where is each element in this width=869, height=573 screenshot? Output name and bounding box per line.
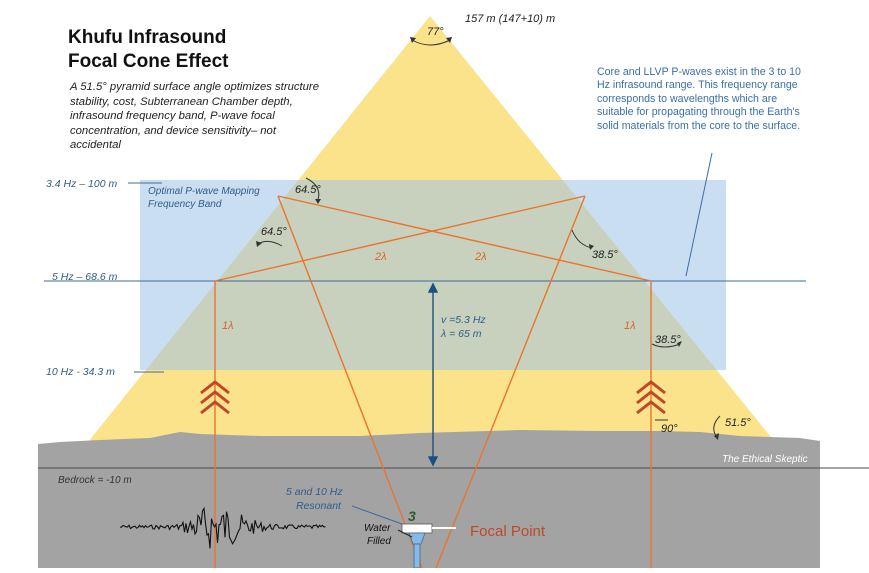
diagram-title: Khufu Infrasound Focal Cone Effect: [68, 26, 228, 74]
watermark: The Ethical Skeptic: [722, 454, 808, 465]
title-line1: Khufu Infrasound: [68, 27, 227, 48]
chamber-block: [401, 523, 433, 534]
well-shaft: [413, 543, 421, 569]
resonant-line1: 5 and 10 Hz: [286, 486, 343, 498]
angle-right-lower: 38.5°: [655, 334, 681, 346]
chamber-number: 3: [408, 508, 416, 524]
wavelength-axis: [427, 282, 439, 467]
two-lambda-left: 2λ: [374, 251, 387, 263]
ray-top-right-to-focal: [435, 195, 586, 569]
ground-surface: [38, 430, 820, 568]
angle-arrowheads: [256, 37, 719, 440]
band-label-line2: Frequency Band: [148, 199, 222, 210]
angle-right-upper: 38.5°: [592, 249, 618, 261]
arc-base-right: [713, 415, 721, 437]
ray-top-right-to-left-base: [214, 195, 586, 282]
seismogram-trace: [119, 506, 326, 549]
focal-point-label: Focal Point: [470, 523, 546, 540]
angle-apex: 77°: [427, 26, 444, 38]
one-lambda-right: 1λ: [624, 320, 636, 332]
water-well: [408, 532, 426, 545]
p-wave-rays: [214, 195, 652, 569]
angle-left-upper: 64.5°: [295, 184, 321, 196]
arc-left-upper: [305, 177, 320, 201]
bedrock-label: Bedrock = -10 m: [58, 475, 132, 486]
subterranean-chamber: [351, 505, 456, 569]
ray-top-left-to-right-base: [277, 195, 652, 282]
title-line2: Focal Cone Effect: [68, 51, 229, 72]
angle-right-angle: 90°: [661, 423, 678, 435]
height-label: 157 m (147+10) m: [465, 13, 555, 25]
chevron-arrows-right: [636, 380, 666, 415]
two-lambda-right: 2λ: [474, 251, 487, 263]
water-line1: Water: [364, 523, 391, 534]
angle-base-right: 51.5°: [725, 417, 751, 429]
label-5hz: 5 Hz – 68.6 m: [52, 271, 118, 283]
water-line2: Filled: [367, 536, 391, 547]
angle-left-lower: 64.5°: [261, 226, 287, 238]
arc-right-lower: [651, 343, 681, 348]
one-lambda-left: 1λ: [222, 320, 234, 332]
label-3-4hz: 3.4 Hz – 100 m: [46, 178, 117, 190]
band-label-line1: Optimal P-wave Mapping: [148, 186, 260, 197]
diagram-subtitle: A 51.5° pyramid surface angle optimizes …: [70, 81, 319, 152]
infrasound-note: Core and LLVP P-waves exist in the 3 to …: [597, 66, 801, 132]
note-leader-line: [685, 152, 713, 277]
arc-apex: [411, 39, 451, 46]
velocity-label: v =5.3 Hz: [441, 314, 486, 326]
ray-top-left-to-focal: [277, 195, 423, 569]
lambda-label: λ = 65 m: [440, 328, 482, 340]
label-10hz: 10 Hz - 34.3 m: [46, 366, 115, 378]
water-pointer: [397, 529, 413, 538]
resonant-pointer: [351, 505, 403, 525]
chevron-arrows-left: [200, 380, 230, 415]
resonant-line2: Resonant: [296, 500, 342, 512]
